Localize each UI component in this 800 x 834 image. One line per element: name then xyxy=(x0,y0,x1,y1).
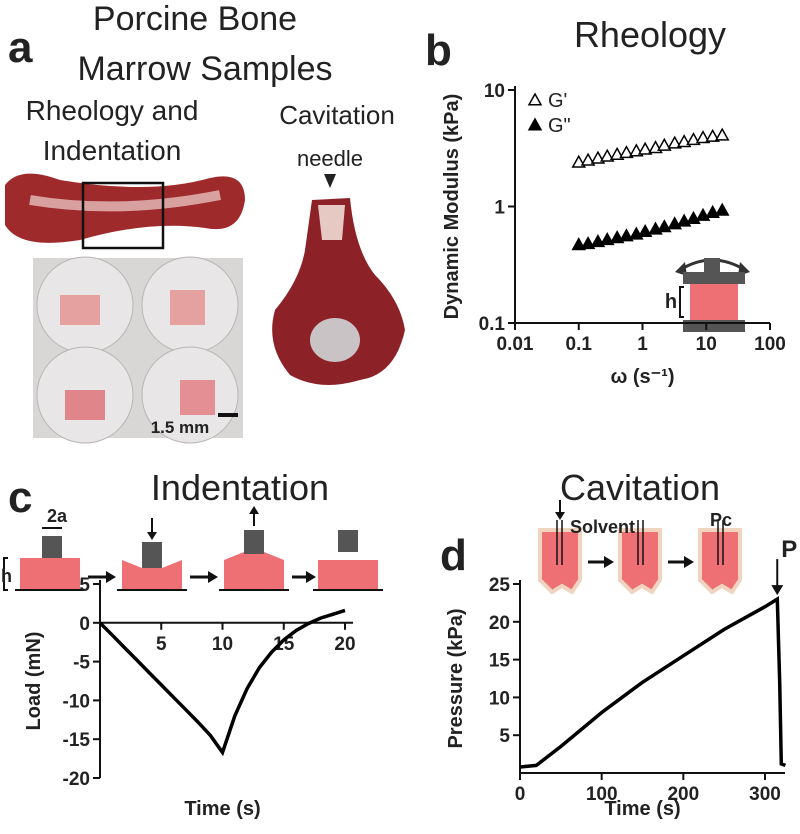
data-point xyxy=(714,202,730,216)
data-point xyxy=(580,236,596,250)
needle-arrow xyxy=(324,174,336,188)
data-point xyxy=(695,130,711,144)
y-tick-label: 20 xyxy=(489,613,510,634)
photo-label: Indentation xyxy=(43,135,182,166)
annotation-main: P xyxy=(781,536,797,563)
y-tick-label: 5 xyxy=(499,726,510,747)
panel-label: a xyxy=(8,23,33,72)
height-label: h xyxy=(665,291,677,313)
data-point xyxy=(637,141,653,155)
x-tick-label: 5 xyxy=(156,634,167,655)
y-axis-title: Pressure (kPa) xyxy=(445,608,467,748)
photo-label: Cavitation xyxy=(279,100,395,130)
x-axis-title: Time (s) xyxy=(604,798,680,820)
annotation: PC xyxy=(781,536,800,563)
panel-label: b xyxy=(425,26,452,75)
data-point xyxy=(657,219,672,233)
scale-bar-label: 1.5 mm xyxy=(151,418,210,437)
x-axis-title: ω (s⁻¹) xyxy=(610,366,674,388)
data-point xyxy=(705,128,720,142)
x-tick-label: 15 xyxy=(273,634,295,655)
x-tick-label: 0.1 xyxy=(566,334,593,355)
photo-label: Rheology and xyxy=(26,95,199,126)
x-tick-label: 100 xyxy=(754,334,786,355)
y-tick-label: -20 xyxy=(63,769,90,790)
x-tick-label: 1 xyxy=(637,334,648,355)
cavitation-schematic: Solvent Pc xyxy=(538,500,742,595)
panel-title: Marrow Samples xyxy=(77,50,332,88)
y-tick-label: 5 xyxy=(79,575,90,596)
x-tick-label: 10 xyxy=(212,634,233,655)
x-tick-label: 200 xyxy=(667,784,699,805)
chart-title: Indentation xyxy=(151,467,329,508)
y-axis-title: Load (mN) xyxy=(23,632,45,731)
data-line xyxy=(519,596,787,769)
wells-photo: 1.5 mm xyxy=(33,256,243,444)
y-tick-label: 1 xyxy=(494,198,505,219)
chart-title: Rheology xyxy=(574,14,726,55)
y-tick-label: 0.1 xyxy=(479,314,506,335)
x-tick-label: 0.01 xyxy=(497,334,534,355)
data-point xyxy=(619,228,634,242)
data-line xyxy=(98,608,346,757)
x-tick-label: 300 xyxy=(749,784,781,805)
bone-end-photo xyxy=(272,198,405,385)
chart-title: Cavitation xyxy=(560,467,720,508)
data-point xyxy=(571,237,587,251)
y-tick-label: 15 xyxy=(489,651,511,672)
bone-photo xyxy=(5,173,245,250)
legend-label: G' xyxy=(548,90,567,112)
data-point xyxy=(619,145,634,159)
data-point xyxy=(637,223,653,238)
y-tick-label: 10 xyxy=(489,688,510,709)
panel-label: c xyxy=(8,473,32,522)
legend-marker xyxy=(527,117,543,131)
x-tick-label: 20 xyxy=(334,634,355,655)
legend-label: G" xyxy=(548,115,571,137)
width-label: 2a xyxy=(47,506,68,526)
panel-title: Porcine Bone xyxy=(93,0,297,38)
x-tick-label: 100 xyxy=(586,784,618,805)
y-tick-label: 10 xyxy=(484,81,505,102)
y-axis-title: Dynamic Modulus (kPa) xyxy=(441,94,463,320)
y-tick-label: 25 xyxy=(489,575,511,596)
legend-marker xyxy=(527,92,543,106)
data-point xyxy=(599,232,615,246)
data-point xyxy=(667,135,682,149)
photo-label: needle xyxy=(297,146,363,171)
y-tick-label: 0 xyxy=(79,614,90,635)
x-tick-label: 10 xyxy=(696,334,717,355)
y-tick-label: -15 xyxy=(63,730,91,751)
pressure-label: Pc xyxy=(710,510,732,530)
annotation-arrowhead xyxy=(771,585,784,596)
data-point xyxy=(686,132,701,146)
data-point xyxy=(657,137,672,151)
rheometer-inset: h xyxy=(665,258,750,332)
data-point xyxy=(599,148,615,162)
data-point xyxy=(714,127,730,141)
data-point xyxy=(580,152,596,166)
y-tick-label: -5 xyxy=(73,653,90,674)
x-axis-title: Time (s) xyxy=(184,798,260,820)
x-tick-label: 0 xyxy=(515,784,526,805)
y-tick-label: -10 xyxy=(63,691,90,712)
indentation-schematic: h 2a xyxy=(1,506,383,591)
panel-label: d xyxy=(440,531,467,580)
solvent-label: Solvent xyxy=(570,517,635,537)
height-label: h xyxy=(1,566,12,586)
